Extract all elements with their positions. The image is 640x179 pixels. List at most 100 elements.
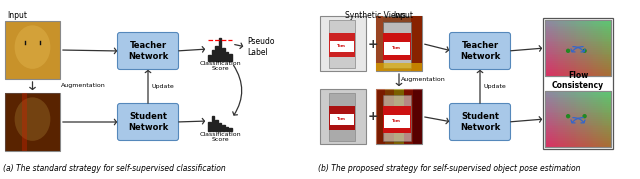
Bar (545, 74, 611, 76)
Bar (578, 20, 580, 76)
Bar (567, 91, 569, 147)
Bar (573, 91, 576, 147)
Bar (545, 20, 611, 22)
Bar (222, 48, 225, 61)
Bar (209, 55, 211, 61)
FancyBboxPatch shape (449, 33, 511, 69)
Text: Tom: Tom (337, 44, 346, 48)
Bar (545, 108, 611, 110)
Text: Tom: Tom (392, 119, 401, 124)
Text: +: + (368, 110, 378, 124)
Bar (545, 113, 611, 115)
Bar (573, 20, 576, 76)
Bar (545, 55, 611, 57)
Bar (596, 20, 598, 76)
Bar (556, 91, 558, 147)
Bar (572, 91, 573, 147)
Text: (a) The standard strategy for self-supervised classification: (a) The standard strategy for self-super… (3, 164, 226, 173)
Bar (564, 20, 567, 76)
Bar (545, 143, 611, 145)
Text: Classification
Score: Classification Score (199, 132, 241, 142)
Bar (545, 70, 611, 72)
Bar (558, 20, 561, 76)
Bar (229, 54, 232, 61)
Bar (545, 72, 611, 74)
Bar (219, 38, 221, 61)
Bar (545, 37, 611, 39)
Text: Flow
Consistency: Flow Consistency (552, 71, 604, 90)
Bar (545, 50, 611, 52)
Bar (545, 145, 611, 147)
Bar (545, 61, 611, 63)
Bar (209, 122, 211, 131)
Text: Teacher
Network: Teacher Network (460, 41, 500, 61)
Bar (609, 91, 611, 147)
Bar (580, 20, 582, 76)
Bar (607, 91, 609, 147)
Bar (329, 93, 355, 141)
Bar (545, 98, 611, 100)
Bar (545, 31, 611, 33)
Bar (22, 93, 27, 151)
Text: Synthetic Views: Synthetic Views (345, 11, 406, 20)
Bar (383, 33, 410, 60)
Bar (545, 140, 611, 141)
Bar (384, 42, 410, 54)
Bar (564, 91, 567, 147)
Bar (229, 128, 232, 131)
Ellipse shape (15, 25, 51, 69)
Bar (545, 35, 611, 37)
Bar (552, 91, 554, 147)
Bar (545, 125, 611, 127)
Bar (329, 20, 355, 68)
Bar (545, 132, 611, 134)
Bar (545, 91, 611, 147)
Circle shape (583, 115, 586, 118)
Bar (587, 20, 589, 76)
Circle shape (566, 115, 570, 118)
Bar (563, 20, 565, 76)
Bar (554, 20, 556, 76)
Bar (602, 91, 604, 147)
Bar (584, 20, 587, 76)
Bar (545, 95, 611, 97)
Bar (543, 18, 613, 149)
Bar (604, 91, 607, 147)
Text: (b) The proposed strategy for self-supervised object pose estimation: (b) The proposed strategy for self-super… (318, 164, 580, 173)
Bar (578, 91, 580, 147)
Bar (584, 91, 587, 147)
Bar (545, 106, 611, 108)
Text: Augmentation: Augmentation (401, 78, 445, 83)
Bar (549, 20, 552, 76)
Bar (5, 93, 60, 151)
Bar (556, 20, 558, 76)
Bar (545, 136, 611, 138)
Bar (598, 20, 600, 76)
Bar (582, 91, 584, 147)
Circle shape (583, 49, 586, 52)
Bar (545, 91, 547, 147)
Bar (545, 127, 611, 128)
Bar (545, 20, 611, 76)
Bar (545, 123, 611, 125)
Bar (376, 16, 422, 71)
Bar (222, 125, 225, 131)
Bar (545, 52, 611, 54)
Bar (545, 65, 611, 67)
Bar (545, 93, 611, 95)
Bar (329, 33, 355, 57)
Text: Tom: Tom (337, 117, 346, 121)
Bar (385, 89, 394, 144)
Bar (410, 16, 422, 71)
Bar (576, 20, 578, 76)
Bar (545, 33, 611, 35)
Bar (545, 22, 611, 24)
Bar (596, 91, 598, 147)
Bar (212, 50, 214, 61)
Bar (545, 20, 547, 76)
Bar (545, 69, 611, 70)
Bar (212, 116, 214, 131)
Bar (384, 115, 410, 127)
Bar (376, 63, 422, 71)
Bar (376, 16, 383, 71)
